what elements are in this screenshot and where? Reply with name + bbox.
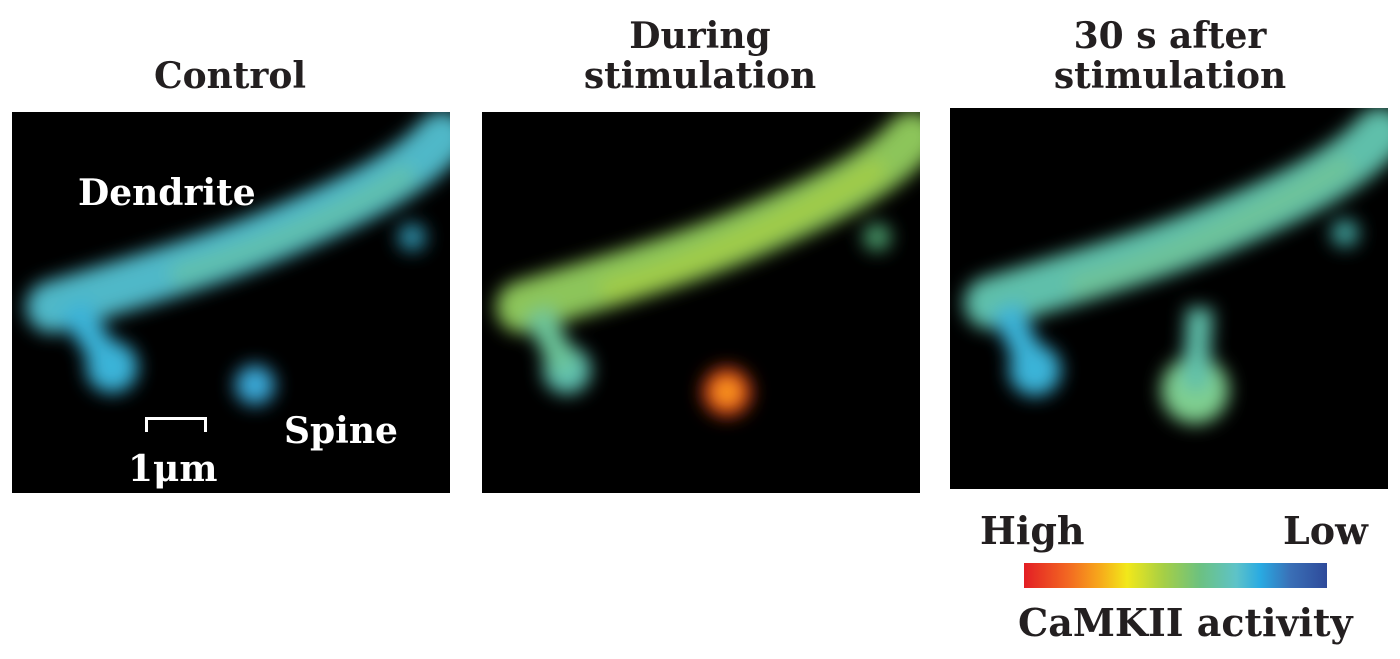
dendrite-image — [964, 108, 1388, 424]
dendrite-shape — [964, 108, 1388, 329]
scale-bar — [145, 417, 207, 432]
title-line: stimulation — [1053, 55, 1287, 97]
legend-low-label: Low — [1283, 508, 1368, 553]
title-line: During — [629, 15, 771, 57]
title-line: 30 s after — [1073, 15, 1267, 57]
dendrite-shape — [496, 112, 920, 333]
dendrite-shape — [26, 112, 450, 333]
dendrite-highlight — [168, 162, 418, 288]
dendrite-image — [26, 112, 450, 405]
panel-title-during: During stimulation — [540, 16, 860, 96]
spine-label: Spine — [284, 410, 398, 452]
spine-shape — [235, 365, 275, 405]
colorbar — [1024, 563, 1327, 588]
scale-bar-label: 1μm — [128, 448, 218, 490]
title-line: stimulation — [583, 55, 817, 97]
micrograph-during — [482, 112, 920, 493]
dendrite-label: Dendrite — [78, 172, 256, 214]
dendrite-image — [496, 112, 920, 416]
panel-title-control: Control — [153, 55, 307, 97]
legend-high-label: High — [980, 508, 1085, 553]
micrograph-after — [950, 108, 1388, 489]
panel-title-after: 30 s after stimulation — [1010, 16, 1330, 96]
legend-caption: CaMKII activity — [1018, 600, 1353, 645]
micrograph-control: Dendrite Spine 1μm — [12, 112, 450, 493]
